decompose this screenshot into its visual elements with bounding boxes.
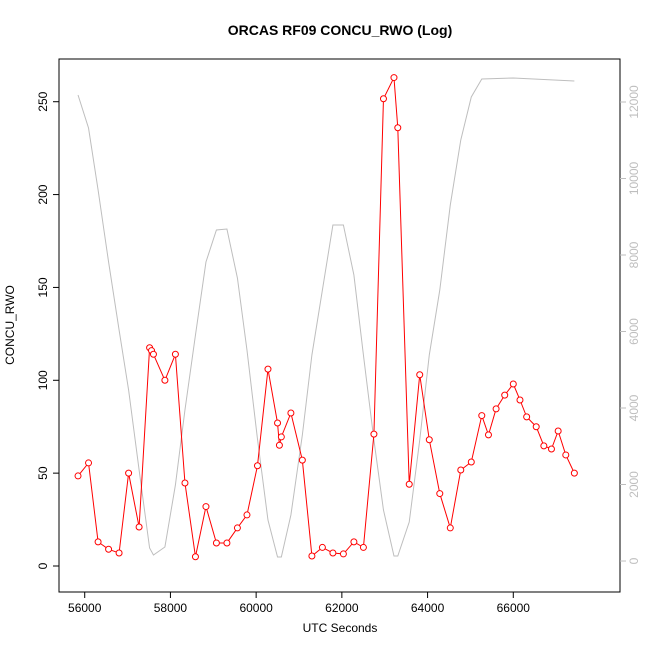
data-point [318,543,326,551]
data-point [484,431,492,439]
data-point [554,427,562,435]
data-point [492,405,500,413]
data-point [532,423,540,431]
x-tick-label: 62000 [325,601,359,615]
y2-tick-label: 8000 [627,241,641,268]
data-point [501,391,509,399]
data-point [161,376,169,384]
series-line [77,77,575,558]
data-point [457,466,465,474]
chart-title: ORCAS RF09 CONCU_RWO (Log) [228,22,453,38]
data-point [446,524,454,532]
data-point [562,451,570,459]
data-point [329,549,337,557]
y-axis-label: CONCU_RWO [3,285,17,365]
data-point [359,543,367,551]
data-point [202,503,210,511]
y2-tick-label: 12000 [627,85,641,119]
y-tick-label: 100 [36,370,50,390]
y-tick-label: 150 [36,277,50,297]
y-tick-label: 50 [36,466,50,480]
data-point [191,553,199,561]
y-tick-label: 0 [36,562,50,569]
data-point [85,459,93,467]
data-point [287,409,295,417]
x-tick-label: 56000 [68,601,102,615]
y-tick-label: 200 [36,184,50,204]
data-point [94,538,102,546]
data-point [135,523,143,531]
data-point [570,469,578,477]
data-point [74,472,82,480]
data-point [425,436,433,444]
y2-tick-label: 0 [627,557,641,564]
y2-tick-label: 2000 [627,471,641,498]
data-point [540,442,548,450]
data-point [416,371,424,379]
x-tick-label: 64000 [411,601,445,615]
x-axis-label: UTC Seconds [303,621,378,635]
data-point [181,479,189,487]
data-point [370,430,378,438]
data-point [523,413,531,421]
data-point [253,462,261,470]
plot-frame [58,58,621,593]
data-point [105,545,113,553]
data-point [149,350,157,358]
data-point [516,396,524,404]
data-point [233,524,241,532]
x-tick-label: 58000 [154,601,188,615]
y2-tick-label: 10000 [627,161,641,195]
data-point [467,458,475,466]
x-tick-label: 60000 [239,601,273,615]
data-point [478,412,486,420]
data-point [298,456,306,464]
x-tick-label: 66000 [497,601,531,615]
data-point [350,538,358,546]
data-point [275,441,283,449]
data-point [547,445,555,453]
data-point [171,350,179,358]
data-point [339,550,347,558]
data-point [243,511,251,519]
data-point [509,380,517,388]
data-point [379,95,387,103]
data-point [125,469,133,477]
data-point [274,419,282,427]
data-point [212,539,220,547]
data-point [277,433,285,441]
data-point [394,124,402,132]
y2-tick-label: 6000 [627,318,641,345]
y2-tick-label: 4000 [627,394,641,421]
data-point [405,480,413,488]
data-point [115,549,123,557]
data-point [390,74,398,82]
data-point [308,552,316,560]
data-point [436,490,444,498]
data-point [223,539,231,547]
y-tick-label: 250 [36,91,50,111]
data-point [264,365,272,373]
